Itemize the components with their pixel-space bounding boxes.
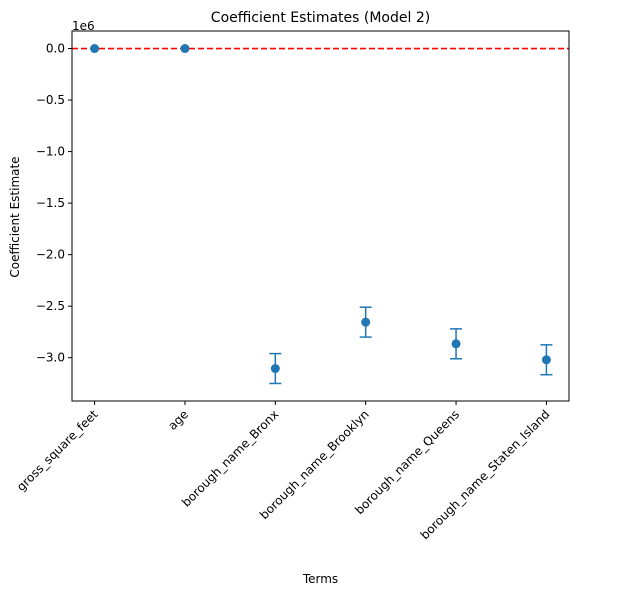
data-point bbox=[180, 44, 190, 54]
y-tick-label: −1.0 bbox=[36, 145, 65, 159]
data-point bbox=[270, 364, 280, 374]
y-tick-label: −0.5 bbox=[36, 93, 65, 107]
data-point bbox=[451, 339, 461, 349]
y-axis-label: Coefficient Estimate bbox=[8, 156, 22, 277]
y-offset-label: 1e6 bbox=[72, 19, 95, 33]
x-tick-label: borough_name_Queens bbox=[352, 407, 462, 517]
x-tick-label: gross_square_feet bbox=[14, 407, 101, 494]
y-tick-label: −1.5 bbox=[36, 196, 65, 210]
data-point bbox=[361, 317, 371, 327]
plot-frame bbox=[71, 30, 570, 402]
data-point bbox=[541, 355, 551, 365]
chart-title: Coefficient Estimates (Model 2) bbox=[211, 10, 430, 26]
y-tick-label: 0.0 bbox=[46, 42, 65, 56]
y-tick-label: −2.5 bbox=[36, 299, 65, 313]
plot-area: 0.0 −0.5 −1.0 −1.5 −2.0 −2.5 −3.0 gross_square_… bbox=[14, 42, 569, 542]
x-tick-label: borough_name_Bronx bbox=[179, 407, 281, 509]
x-tick-label: age bbox=[165, 407, 191, 433]
y-tick-label: −2.0 bbox=[36, 248, 65, 262]
data-point bbox=[90, 44, 100, 54]
y-tick-label: −3.0 bbox=[36, 351, 65, 365]
x-axis-label: Terms bbox=[302, 572, 338, 586]
